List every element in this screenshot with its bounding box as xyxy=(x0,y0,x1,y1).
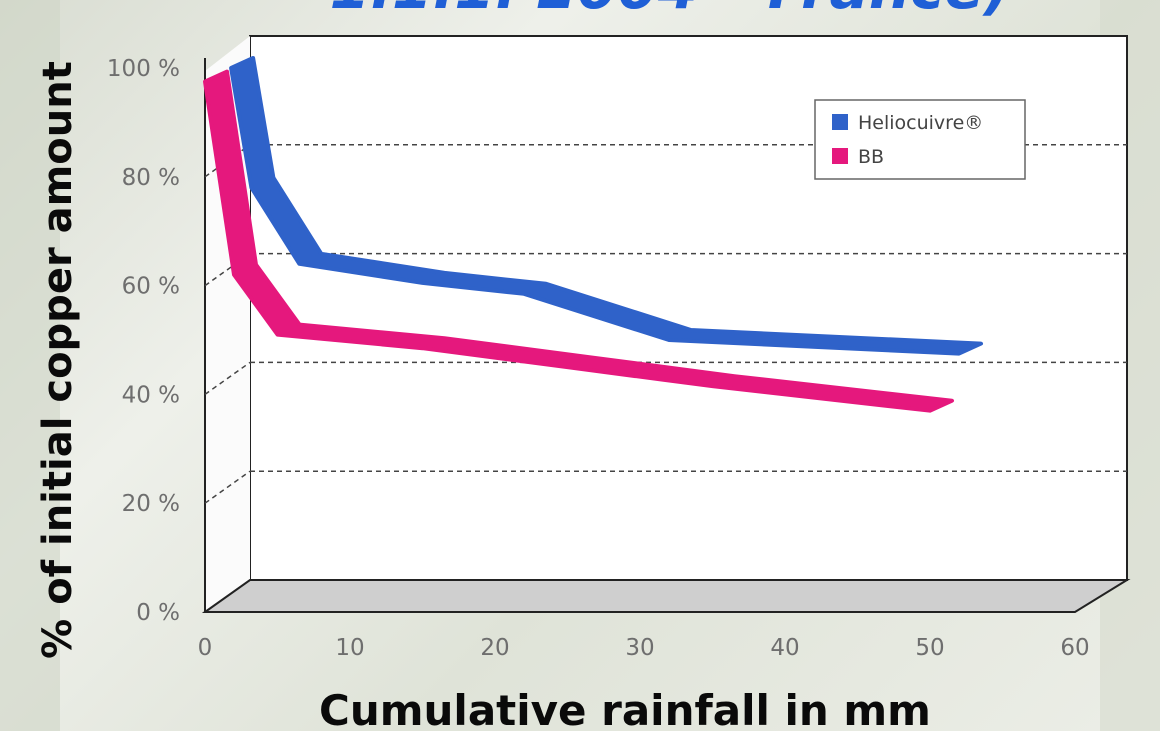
legend-swatch xyxy=(832,148,848,164)
data-point xyxy=(523,292,525,295)
x-tick-label: 50 xyxy=(915,635,944,661)
data-point xyxy=(668,339,670,341)
chart-title: 1.1.1. 2004 – France) xyxy=(330,0,1011,22)
data-point xyxy=(929,409,931,412)
x-tick-label: 60 xyxy=(1060,635,1089,661)
data-point xyxy=(421,347,424,350)
data-point xyxy=(204,80,206,83)
data-point xyxy=(298,262,301,265)
data-point xyxy=(421,281,424,284)
x-tick-label: 0 xyxy=(198,635,213,661)
data-point xyxy=(250,186,253,189)
floor xyxy=(201,579,1131,613)
x-tick-label: 20 xyxy=(480,635,509,661)
series-layer xyxy=(203,56,983,413)
series-ribbon-1 xyxy=(203,69,954,413)
y-axis-title: % of initial copper amount xyxy=(35,61,81,659)
legend-label: Heliocuivre® xyxy=(858,112,983,134)
data-point xyxy=(958,352,960,355)
legend-swatch xyxy=(832,114,848,130)
x-tick-label: 10 xyxy=(335,635,364,661)
x-tick-label: 40 xyxy=(770,635,799,661)
data-point xyxy=(230,67,233,69)
gridline-diagonal xyxy=(204,470,251,504)
data-point xyxy=(711,385,714,388)
series-ribbon-0 xyxy=(229,56,983,356)
y-tick-label: 60 % xyxy=(122,274,180,300)
data-point xyxy=(276,333,279,336)
chart-title-group: 1.1.1. 2004 – France) xyxy=(330,0,1011,22)
x-tick-label: 30 xyxy=(625,635,654,661)
legend-label: BB xyxy=(858,146,884,168)
y-tick-label: 20 % xyxy=(122,491,180,517)
y-tick-label: 40 % xyxy=(122,382,180,408)
plot-floor xyxy=(201,579,1131,613)
data-point xyxy=(566,366,569,369)
data-point xyxy=(233,273,235,276)
tick-labels: 0 10 20 30 40 50 60 0 % 20 % 40 % 60 % 80 % 100 % xyxy=(107,56,1090,661)
legend: Heliocuivre® BB xyxy=(814,99,1026,180)
x-axis-title: Cumulative rainfall in mm xyxy=(319,686,931,731)
gridline-diagonal xyxy=(204,361,251,396)
y-tick-label: 80 % xyxy=(122,165,180,191)
y-tick-label: 0 % xyxy=(136,600,180,626)
legend-box xyxy=(814,99,1026,180)
y-tick-label: 100 % xyxy=(107,56,180,82)
